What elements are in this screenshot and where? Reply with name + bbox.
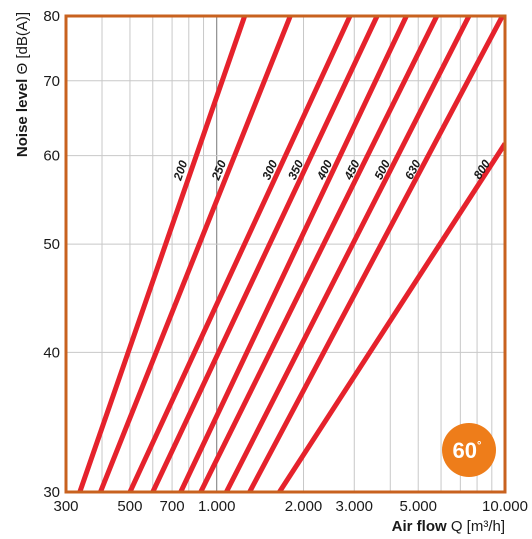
series-label-800: 800 (471, 157, 494, 182)
y-tick-label: 40 (43, 344, 60, 361)
series-label-630: 630 (402, 157, 424, 182)
series-line-350 (150, 16, 380, 492)
y-tick-label: 70 (43, 73, 60, 90)
series-line-200 (77, 16, 248, 492)
plot-frame (64, 14, 507, 494)
x-tick-label: 5.000 (399, 498, 437, 515)
series-label-400: 400 (314, 158, 336, 183)
y-tick-label: 60 (43, 148, 60, 165)
series-line-500 (224, 16, 472, 492)
x-tick-label: 3.000 (335, 498, 373, 515)
x-axis-title: Air flow Q [m³/h] (392, 518, 505, 535)
x-tick-label: 1.000 (198, 498, 236, 515)
y-tick-label: 30 (43, 484, 60, 501)
series-line-400 (178, 16, 409, 492)
tick-labels: 300 500 700 1.000 2.000 3.000 5.000 10.000 30 40 5… (43, 8, 528, 515)
angle-badge-label: 60° (453, 438, 482, 463)
y-tick-label: 50 (43, 236, 60, 253)
series-line-250 (98, 16, 293, 492)
series-label-200: 200 (170, 158, 190, 183)
angle-badge-circle (442, 423, 496, 477)
x-tick-label: 500 (117, 498, 142, 515)
series-line-450 (198, 16, 440, 492)
x-tick-label: 2.000 (285, 498, 323, 515)
x-tick-label: 700 (160, 498, 185, 515)
series-line-300 (127, 16, 353, 492)
series-line-630 (247, 16, 505, 492)
series-line-800 (277, 142, 505, 492)
y-tick-label: 80 (43, 8, 60, 25)
series-lines (77, 16, 505, 492)
y-axis-title: Noise level Θ [dB(A)] (14, 12, 31, 157)
series-label-450: 450 (341, 157, 363, 182)
x-tick-label: 10.000 (482, 498, 528, 515)
angle-badge: 60° (442, 423, 496, 477)
x-tick-label: 300 (53, 498, 78, 515)
